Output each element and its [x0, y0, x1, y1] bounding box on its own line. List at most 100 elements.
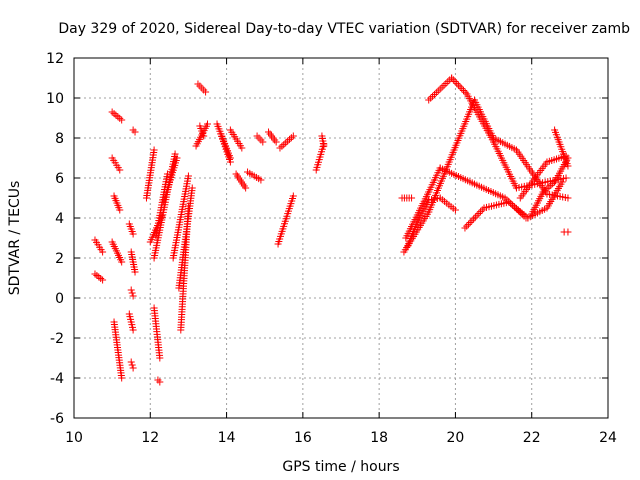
data-point [470, 215, 478, 223]
data-point [127, 286, 135, 294]
chart-title: Day 329 of 2020, Sidereal Day-to-day VTE… [58, 21, 630, 37]
data-point [475, 209, 483, 217]
series-c4 [142, 146, 166, 386]
x-tick-label: 20 [447, 430, 465, 446]
data-point [434, 87, 442, 95]
data-point [238, 144, 246, 152]
data-point [289, 132, 297, 140]
data-point [95, 273, 103, 281]
data-point [163, 170, 171, 178]
data-point [116, 114, 124, 122]
series-c11 [312, 132, 328, 174]
y-tick-label: 0 [55, 291, 64, 307]
data-point [284, 137, 292, 145]
y-tick-label: 6 [55, 171, 64, 187]
data-point [272, 138, 280, 146]
data-point [278, 142, 286, 150]
series-c17 [528, 154, 572, 218]
data-point [184, 202, 192, 210]
plot-frame [73, 57, 609, 419]
data-point [451, 78, 459, 86]
data-point [442, 80, 450, 87]
data-point [466, 219, 474, 227]
data-point [468, 217, 476, 225]
data-point [282, 139, 290, 147]
series-c12 [400, 96, 572, 256]
data-point [564, 228, 572, 236]
data-point [150, 146, 158, 154]
data-point [425, 96, 433, 104]
series-c7 [192, 80, 211, 150]
data-point [454, 81, 462, 89]
data-point [456, 83, 464, 91]
data-point [564, 162, 572, 170]
data-point [562, 174, 570, 182]
data-point [116, 166, 124, 174]
data-point [453, 79, 461, 87]
y-tick-label: 10 [46, 91, 64, 107]
data-point [128, 361, 136, 369]
x-tick-label: 12 [141, 430, 159, 446]
data-point [438, 83, 446, 91]
data-point [93, 272, 101, 279]
data-point [449, 76, 457, 84]
data-point [408, 194, 416, 202]
series-c13 [425, 74, 570, 192]
grid [74, 58, 608, 418]
data-point [116, 206, 124, 214]
data-point [118, 116, 126, 124]
data-point [184, 172, 192, 180]
series-c2 [108, 108, 126, 382]
data-point [463, 222, 471, 230]
series-c6 [169, 172, 196, 334]
data-point [427, 94, 435, 102]
data-points [91, 74, 572, 386]
data-point [564, 194, 572, 202]
data-point [128, 289, 136, 297]
data-point [448, 74, 456, 82]
data-point [464, 220, 472, 228]
data-point [118, 258, 126, 266]
data-point [558, 178, 566, 186]
x-tick-label: 22 [523, 430, 541, 446]
data-point [430, 91, 438, 98]
y-tick-label: 12 [46, 51, 64, 67]
data-point [99, 276, 107, 284]
data-point [97, 275, 105, 282]
data-point [99, 248, 107, 256]
data-point [459, 86, 467, 94]
data-point [188, 184, 196, 192]
data-point [477, 208, 485, 216]
series-c8 [213, 120, 250, 192]
data-point [114, 113, 122, 121]
y-axis-title: SDTVAR / TECUs [7, 181, 23, 296]
y-tick-label: 4 [55, 211, 64, 227]
x-axis-title: GPS time / hours [282, 459, 399, 475]
data-point [171, 150, 179, 158]
data-point [131, 128, 139, 136]
data-point [129, 326, 137, 334]
series-c1 [91, 236, 107, 284]
data-point [257, 176, 265, 184]
data-point [471, 213, 479, 221]
data-point [91, 270, 99, 278]
data-point [509, 201, 517, 209]
data-point [156, 378, 164, 386]
data-point [226, 158, 234, 166]
y-tick-label: -2 [50, 331, 64, 347]
data-point [259, 138, 267, 146]
data-point [320, 142, 328, 150]
data-point [118, 374, 126, 382]
data-point [461, 88, 469, 96]
series-c15 [404, 194, 459, 250]
data-point [478, 206, 486, 214]
data-point [276, 144, 284, 152]
data-point [129, 364, 137, 372]
data-point [129, 292, 137, 300]
data-point [112, 111, 120, 119]
data-point [444, 78, 452, 86]
data-point [129, 230, 137, 238]
data-point [436, 85, 444, 93]
